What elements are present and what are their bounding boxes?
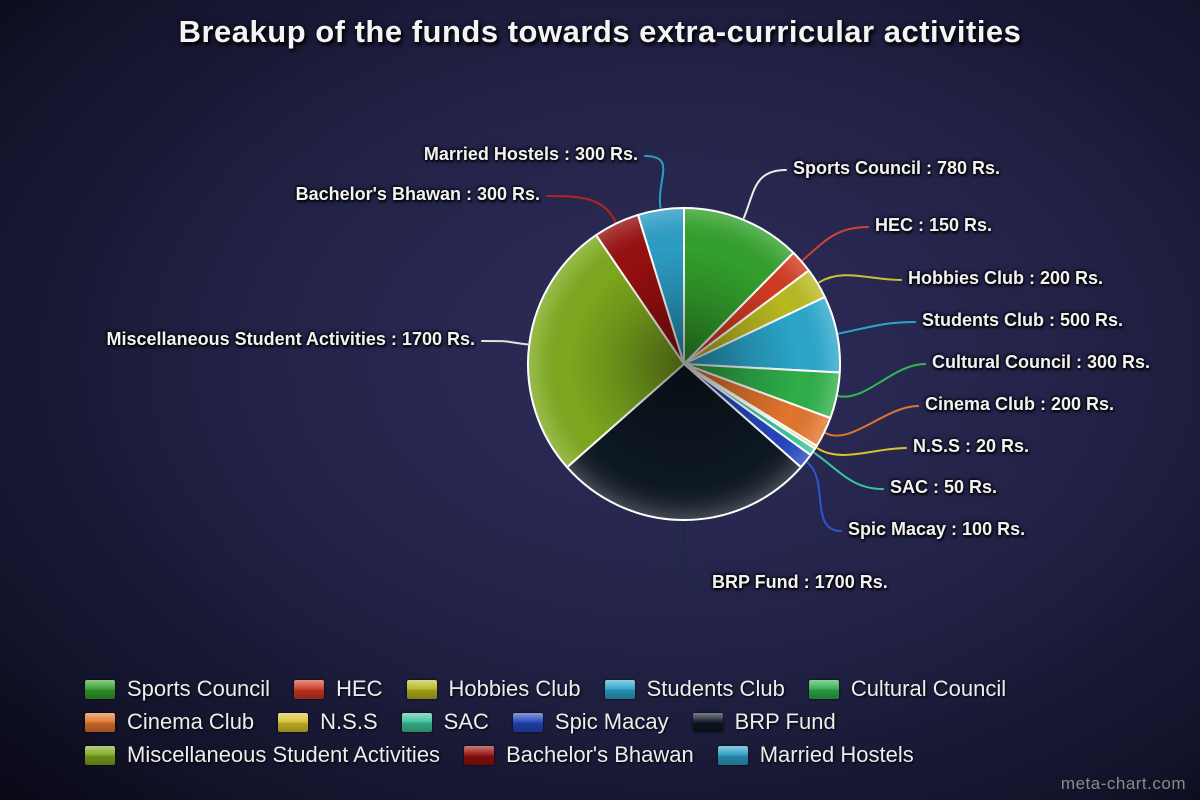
slice-label-students-club: Students Club : 500 Rs.: [922, 310, 1124, 330]
slice-label-hobbies-club: Hobbies Club : 200 Rs.: [908, 268, 1104, 288]
legend: Sports Council HEC Hobbies Club Students Cl…: [85, 676, 1006, 775]
legend-swatch-sac: [401, 712, 432, 732]
slice-label-brp-fund: BRP Fund : 1700 Rs.: [712, 572, 888, 592]
slice-label-hec: HEC : 150 Rs.: [875, 215, 993, 235]
legend-swatch-cinema-club: [85, 712, 115, 732]
legend-item-married-hostels: Married Hostels: [717, 742, 914, 768]
legend-swatch-students-club: [604, 679, 635, 699]
legend-swatch-miscellaneous-student-activities: [85, 745, 115, 765]
legend-label: Cinema Club: [127, 709, 255, 734]
legend-label: Cultural Council: [850, 676, 1007, 701]
slice-label-sac: SAC : 50 Rs.: [890, 477, 998, 497]
legend-item-cultural-council: Cultural Council: [808, 676, 1007, 702]
pie-slices: [527, 207, 841, 522]
leader-line-cultural-council: [837, 363, 926, 398]
slice-label-bachelor-s-bhawan: Bachelor's Bhawan : 300 Rs.: [295, 184, 540, 204]
legend-row: Sports Council HEC Hobbies Club Students Cl…: [85, 676, 1006, 702]
legend-label: BRP Fund: [734, 709, 836, 734]
legend-swatch-sports-council: [85, 679, 115, 699]
legend-label: Sports Council: [127, 676, 271, 701]
legend-label: Spic Macay: [554, 709, 669, 734]
legend-item-sports-council: Sports Council: [85, 676, 270, 702]
legend-label: Hobbies Club: [448, 676, 581, 701]
legend-row: Cinema Club N.S.S SAC Spic Macay BRP Fund: [85, 709, 1006, 735]
legend-swatch-n-s-s: [278, 712, 309, 732]
leader-line-cinema-club: [825, 405, 919, 437]
legend-item-cinema-club: Cinema Club: [85, 709, 254, 735]
legend-item-sac: SAC: [401, 709, 489, 735]
leader-line-hobbies-club: [818, 274, 902, 284]
leader-line-brp-fund: [681, 521, 706, 585]
legend-item-hobbies-club: Hobbies Club: [406, 676, 581, 702]
leader-line-sports-council: [742, 169, 787, 219]
legend-swatch-hobbies-club: [406, 679, 437, 699]
leader-line-bachelor-s-bhawan: [546, 195, 617, 223]
legend-item-miscellaneous-student-activities: Miscellaneous Student Activities: [85, 742, 440, 768]
legend-item-hec: HEC: [294, 676, 383, 702]
legend-label: Miscellaneous Student Activities: [127, 742, 441, 767]
legend-swatch-cultural-council: [808, 679, 839, 699]
legend-swatch-spic-macay: [512, 712, 543, 732]
legend-swatch-brp-fund: [692, 712, 723, 732]
leader-line-students-club: [838, 321, 916, 335]
slice-label-cultural-council: Cultural Council : 300 Rs.: [932, 352, 1151, 372]
legend-swatch-married-hostels: [717, 745, 748, 765]
legend-swatch-bachelor-s-bhawan: [464, 745, 495, 765]
legend-item-brp-fund: BRP Fund: [692, 709, 836, 735]
legend-label: SAC: [443, 709, 489, 734]
leader-line-n-s-s: [816, 447, 907, 456]
legend-label: Married Hostels: [759, 742, 914, 767]
legend-item-bachelor-s-bhawan: Bachelor's Bhawan: [464, 742, 694, 768]
chart-title: Breakup of the funds towards extra-curri…: [178, 14, 1022, 49]
leader-line-miscellaneous-student-activities: [481, 339, 529, 346]
slice-label-married-hostels: Married Hostels : 300 Rs.: [423, 144, 638, 164]
legend-label: Students Club: [646, 676, 785, 701]
slice-label-n-s-s: N.S.S : 20 Rs.: [913, 436, 1030, 456]
leader-line-married-hostels: [644, 155, 665, 209]
leader-line-spic-macay: [806, 461, 842, 532]
legend-label: N.S.S: [320, 709, 378, 734]
legend-item-students-club: Students Club: [604, 676, 785, 702]
legend-item-n-s-s: N.S.S: [278, 709, 378, 735]
slice-label-cinema-club: Cinema Club : 200 Rs.: [925, 394, 1115, 414]
slice-label-spic-macay: Spic Macay : 100 Rs.: [848, 519, 1026, 539]
legend-row: Miscellaneous Student Activities Bachelor…: [85, 742, 1006, 768]
slice-label-sports-council: Sports Council : 780 Rs.: [793, 158, 1001, 178]
watermark: meta-chart.com: [1060, 774, 1186, 793]
legend-swatch-hec: [294, 679, 325, 699]
leader-line-hec: [802, 226, 869, 261]
legend-label: Bachelor's Bhawan: [506, 742, 694, 767]
legend-item-spic-macay: Spic Macay: [512, 709, 669, 735]
legend-label: HEC: [336, 676, 383, 701]
slice-label-miscellaneous-student-activities: Miscellaneous Student Activities : 1700 …: [106, 329, 475, 349]
leader-line-sac: [813, 452, 884, 490]
